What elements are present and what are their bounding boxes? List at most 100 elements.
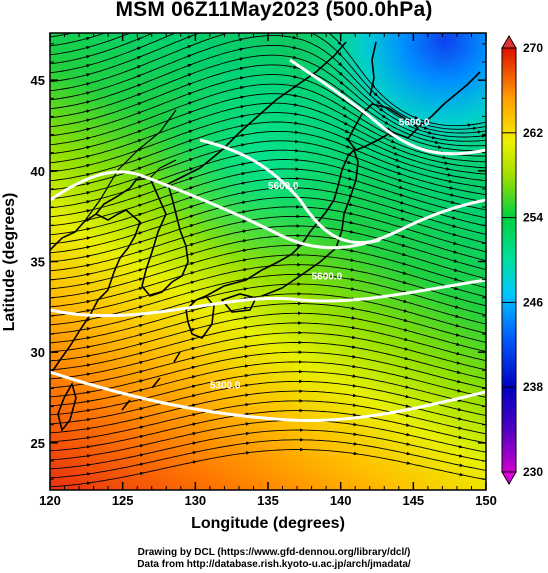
streamline-arrow	[401, 234, 407, 239]
coastlines	[50, 41, 481, 432]
streamline-arrow	[414, 115, 419, 120]
streamline-arrow	[454, 295, 460, 300]
colorbar-min-triangle	[501, 471, 517, 485]
streamline-arrow	[187, 82, 193, 87]
streamline	[50, 64, 486, 147]
streamline-arrow	[139, 453, 145, 457]
streamline-arrow	[188, 111, 193, 115]
streamline	[50, 177, 486, 236]
streamlines	[50, 20, 486, 488]
streamline-arrow	[191, 346, 196, 351]
streamline-arrow	[350, 258, 355, 262]
streamline-arrow	[240, 85, 245, 90]
streamline	[50, 225, 486, 281]
streamline-arrow	[86, 200, 91, 204]
streamline-arrow	[86, 55, 91, 59]
x-tick-label: 145	[402, 493, 424, 508]
streamline-arrow	[191, 356, 196, 360]
streamline	[50, 449, 486, 488]
streamline-arrow	[86, 372, 91, 377]
streamline	[50, 429, 486, 470]
streamline-arrow	[240, 133, 246, 138]
streamline-arrow	[86, 254, 91, 259]
colorbar: 230 238 246 254 262 270	[501, 35, 543, 485]
contour-label: 5600.0	[312, 272, 343, 283]
streamline-arrow	[406, 461, 411, 465]
streamline-arrow	[188, 120, 193, 124]
streamline	[50, 93, 486, 163]
streamline-arrow	[191, 365, 197, 370]
streamline-arrow	[86, 109, 91, 113]
streamline-arrow	[457, 407, 463, 412]
streamline-arrow	[459, 472, 464, 477]
streamline-arrow	[189, 205, 195, 209]
streamline-arrow	[455, 314, 460, 318]
streamline-arrow	[350, 277, 356, 282]
streamline-arrow	[139, 388, 144, 393]
streamline-arrow	[457, 389, 462, 393]
streamline-arrow	[240, 114, 245, 119]
streamline-arrow	[376, 100, 381, 105]
streamline-arrow	[187, 73, 193, 77]
streamline-arrow	[452, 232, 458, 237]
streamline-arrow	[138, 305, 144, 309]
streamline-arrow	[458, 435, 463, 440]
streamline-arrow	[192, 403, 197, 408]
streamline	[50, 196, 486, 254]
streamline	[50, 33, 486, 127]
chart-title: MSM 06Z11May2023 (500.0hPa)	[115, 0, 433, 21]
streamline-arrow	[86, 91, 91, 95]
streamline-arrow	[139, 471, 145, 476]
streamline-arrow	[428, 130, 433, 135]
streamline-arrow	[398, 185, 404, 190]
streamline-arrow	[239, 29, 242, 30]
streamline-arrow	[189, 176, 194, 181]
streamline-arrow	[138, 203, 143, 208]
streamline-arrow	[190, 271, 195, 275]
streamline-arrow	[453, 241, 458, 245]
streamline-arrow	[456, 351, 461, 356]
streamline-arrow	[442, 155, 447, 160]
streamline-arrow	[137, 129, 143, 134]
streamline	[50, 303, 486, 353]
streamline-arrow	[348, 185, 353, 189]
streamline-arrow	[86, 327, 91, 331]
streamline-arrow	[457, 398, 462, 402]
streamline-arrow	[405, 394, 410, 399]
streamline-arrow	[405, 385, 410, 389]
colorbar-max-triangle	[501, 35, 517, 49]
streamline-arrow	[337, 52, 342, 57]
streamline-arrow	[138, 231, 143, 235]
streamline-arrow	[405, 413, 411, 418]
streamline-arrow	[456, 342, 461, 346]
y-axis: 25 30 35 40 45	[31, 43, 486, 480]
streamline-arrow	[188, 139, 194, 143]
streamline-arrow	[138, 240, 143, 245]
streamline-arrow	[190, 299, 196, 304]
streamline-arrow	[190, 309, 196, 313]
streamline-arrow	[192, 422, 197, 427]
streamline-arrow	[86, 236, 91, 240]
streamline-arrow	[400, 200, 405, 205]
streamline-arrow	[340, 89, 345, 94]
streamline-arrow	[86, 64, 91, 68]
streamline-arrow	[242, 210, 247, 214]
streamline-arrow	[86, 299, 91, 304]
y-tick-label: 30	[31, 345, 45, 360]
contour-label: 5600.0	[268, 181, 299, 192]
streamline-arrow	[453, 268, 459, 272]
colorbar-tick-label: 230	[523, 465, 543, 479]
streamline-arrow	[243, 277, 248, 282]
streamline-arrow	[339, 80, 344, 85]
streamline-arrow	[86, 309, 91, 313]
streamline-arrow	[454, 305, 460, 309]
streamline-arrow	[137, 20, 140, 21]
streamline-arrow	[448, 179, 453, 184]
x-tick-label: 130	[184, 493, 206, 508]
streamline	[50, 74, 486, 152]
streamline-arrow	[388, 133, 394, 137]
streamline-arrow	[241, 181, 247, 186]
streamline-arrow	[349, 211, 354, 216]
streamline-arrow	[138, 268, 144, 272]
streamline-arrow	[396, 164, 401, 169]
